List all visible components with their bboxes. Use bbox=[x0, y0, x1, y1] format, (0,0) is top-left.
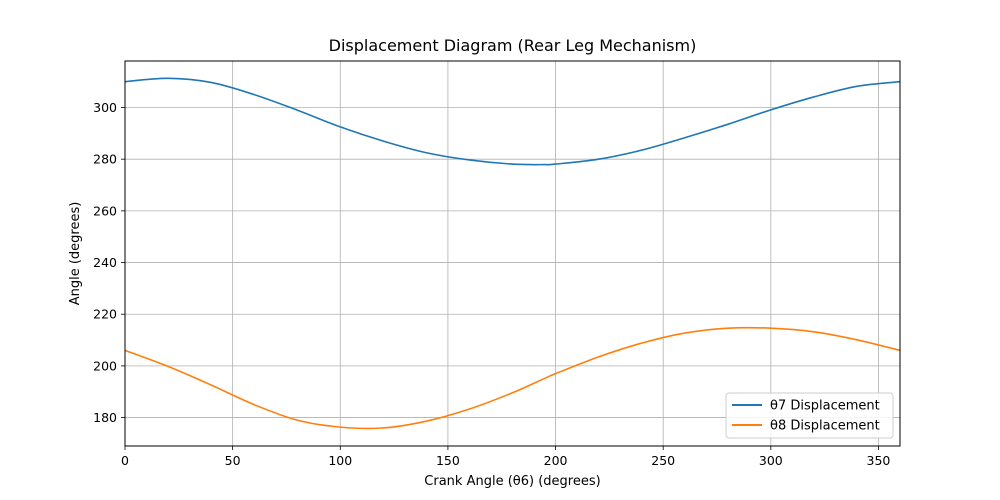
x-tick-label: 200 bbox=[544, 453, 568, 468]
y-tick-label: 220 bbox=[93, 307, 117, 322]
y-tick-label: 300 bbox=[93, 100, 117, 115]
y-axis-label: Angle (degrees) bbox=[68, 202, 83, 306]
legend: θ7 Displacement θ8 Displacement bbox=[725, 392, 894, 439]
series-line-theta7 bbox=[124, 77, 901, 166]
x-tick-label: 50 bbox=[225, 453, 241, 468]
x-axis-label: Crank Angle (θ6) (degrees) bbox=[424, 474, 600, 489]
chart-title: Displacement Diagram (Rear Leg Mechanism… bbox=[329, 36, 697, 55]
y-tick-label: 180 bbox=[93, 410, 117, 425]
x-tick-label: 250 bbox=[651, 453, 675, 468]
series-layer bbox=[124, 77, 901, 430]
grid-layer bbox=[124, 61, 900, 446]
plot-frame bbox=[124, 60, 901, 447]
legend-label-theta7: θ7 Displacement bbox=[770, 399, 880, 414]
legend-box bbox=[725, 392, 894, 439]
x-tick-label: 150 bbox=[436, 453, 460, 468]
x-tick-label: 350 bbox=[867, 453, 891, 468]
y-tick-label: 280 bbox=[93, 152, 117, 167]
tick-layer: 0 50 100 150 200 250 300 350 180 200 220 240 260 280 3… bbox=[93, 100, 890, 468]
x-tick-label: 0 bbox=[121, 453, 129, 468]
x-tick-label: 300 bbox=[759, 453, 783, 468]
series-line-theta8 bbox=[124, 326, 901, 430]
y-tick-label: 260 bbox=[93, 203, 117, 218]
y-tick-label: 240 bbox=[93, 255, 117, 270]
y-tick-label: 200 bbox=[93, 358, 117, 373]
x-tick-label: 100 bbox=[328, 453, 352, 468]
legend-label-theta8: θ8 Displacement bbox=[770, 419, 880, 434]
